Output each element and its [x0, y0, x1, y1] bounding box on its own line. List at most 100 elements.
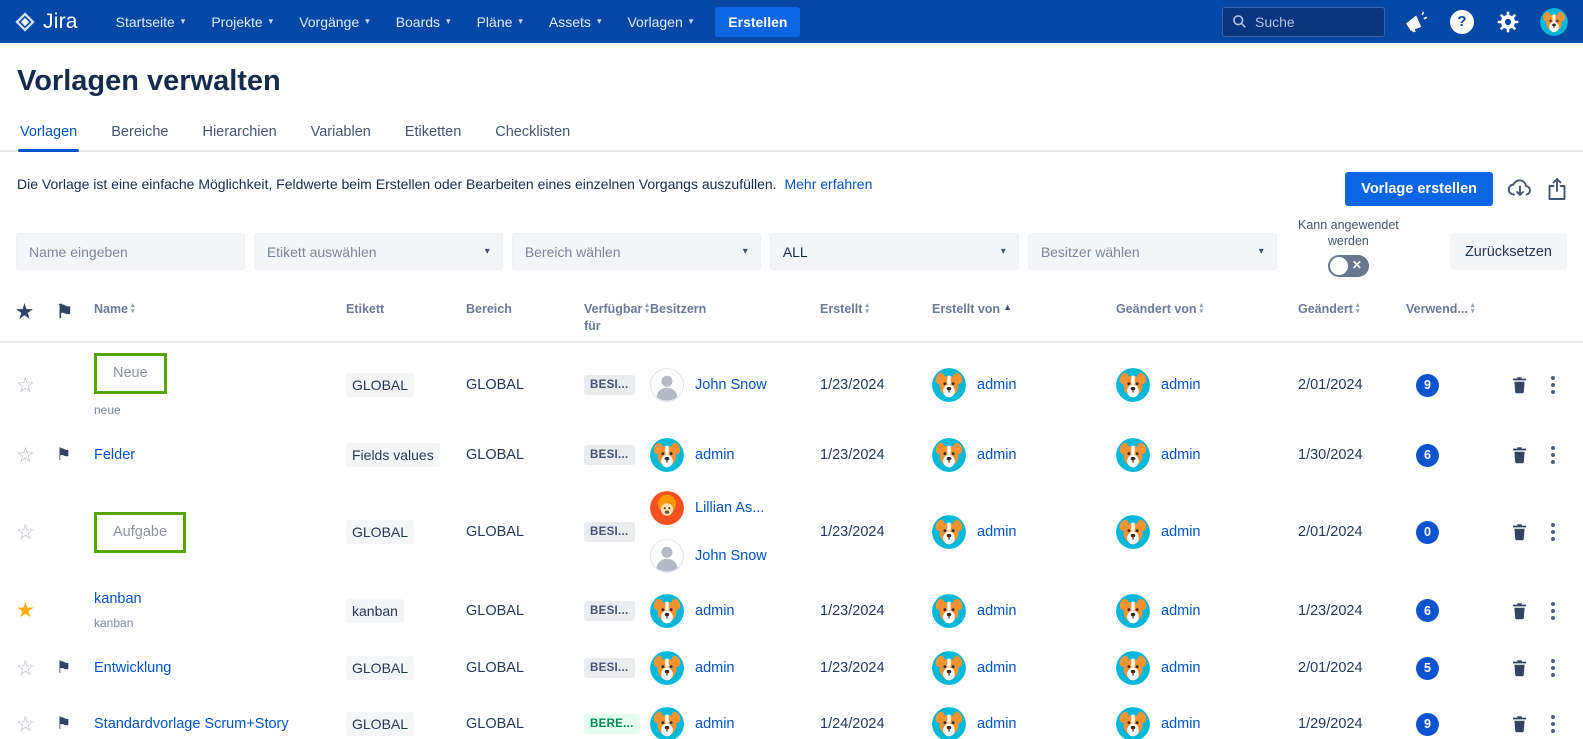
status-filter-select[interactable]: ALL ▾ — [769, 233, 1019, 271]
delete-button[interactable] — [1494, 523, 1544, 541]
name-filter-input[interactable] — [29, 243, 232, 260]
owner-link[interactable]: admin — [695, 716, 735, 733]
modified-by-link[interactable]: admin — [1161, 716, 1201, 733]
usage-count-badge[interactable]: 9 — [1416, 712, 1439, 736]
row-menu-button[interactable] — [1544, 376, 1562, 395]
row-menu-button[interactable] — [1544, 715, 1562, 734]
row-menu-button[interactable] — [1544, 523, 1562, 542]
global-search[interactable] — [1222, 6, 1385, 37]
modified-by-link[interactable]: admin — [1161, 602, 1201, 619]
search-input[interactable] — [1255, 13, 1365, 30]
row-menu-button[interactable] — [1544, 659, 1562, 678]
tab-checklisten[interactable]: Checklisten — [495, 124, 571, 140]
created-by-link[interactable]: admin — [977, 447, 1017, 464]
reset-filters-button[interactable]: Zurücksetzen — [1449, 233, 1567, 271]
created-by-link[interactable]: admin — [977, 602, 1017, 619]
created-by-link[interactable]: admin — [977, 716, 1017, 733]
star-toggle[interactable]: ☆ — [16, 373, 35, 397]
template-name-link[interactable]: Felder — [94, 447, 136, 464]
page-title: Vorlagen verwalten — [17, 65, 281, 97]
column-header-gendert[interactable]: Geändert ▴ ▾ — [1298, 301, 1406, 317]
area-value: GLOBAL — [466, 716, 525, 733]
template-name-link[interactable]: Standardvorlage Scrum+Story — [94, 716, 289, 733]
column-header-verwend[interactable]: Verwend... ▴ ▾ — [1406, 301, 1494, 317]
column-header-erstellt[interactable]: Erstellt ▴ ▾ — [820, 301, 932, 317]
tab-vorlagen[interactable]: Vorlagen — [18, 118, 80, 152]
owner-link[interactable]: John Snow — [695, 377, 767, 394]
owner-link[interactable]: admin — [695, 660, 735, 677]
created-by-link[interactable]: admin — [977, 377, 1017, 394]
template-name-link[interactable]: kanban — [94, 591, 142, 608]
owner-link[interactable]: admin — [695, 447, 735, 464]
row-menu-button[interactable] — [1544, 446, 1562, 465]
navbar-create-button[interactable]: Erstellen — [715, 6, 801, 37]
menu-item-vorlagen[interactable]: Vorlagen ▾ — [617, 8, 703, 36]
highlight-annotation-box: Aufgabe — [94, 511, 187, 553]
share-export-icon — [1547, 177, 1567, 201]
settings-button[interactable] — [1493, 7, 1523, 37]
flag-icon: ⚑ — [56, 445, 72, 465]
delete-button[interactable] — [1494, 376, 1544, 394]
star-toggle[interactable]: ☆ — [16, 712, 35, 736]
delete-button[interactable] — [1494, 659, 1544, 677]
usage-count-badge[interactable]: 6 — [1416, 599, 1439, 623]
usage-count-badge[interactable]: 5 — [1416, 656, 1439, 680]
menu-item-startseite[interactable]: Startseite ▾ — [106, 8, 196, 36]
tab-variablen[interactable]: Variablen — [310, 124, 371, 140]
template-name-link[interactable]: Entwicklung — [94, 660, 172, 677]
owner-filter-select[interactable]: Besitzer wählen ▾ — [1027, 233, 1277, 271]
modified-by-link[interactable]: admin — [1161, 377, 1201, 394]
star-toggle[interactable]: ☆ — [16, 520, 35, 544]
delete-button[interactable] — [1494, 602, 1544, 620]
name-filter — [16, 233, 245, 271]
tab-etiketten[interactable]: Etiketten — [404, 124, 462, 140]
owner-link[interactable]: admin — [695, 602, 735, 619]
column-header-gendertvon[interactable]: Geändert von ▴ ▾ — [1116, 301, 1298, 317]
owner-link[interactable]: John Snow — [695, 548, 767, 565]
star-toggle[interactable]: ★ — [16, 599, 35, 623]
jira-logo[interactable]: Jira — [14, 10, 78, 34]
usage-count-badge[interactable]: 0 — [1416, 520, 1439, 544]
usage-count-badge[interactable]: 9 — [1416, 373, 1439, 397]
modified-by-link[interactable]: admin — [1161, 524, 1201, 541]
star-toggle[interactable]: ☆ — [16, 443, 35, 467]
area-filter-select[interactable]: Bereich wählen ▾ — [511, 233, 761, 271]
modified-by-link[interactable]: admin — [1161, 447, 1201, 464]
jira-logo-icon — [14, 11, 36, 33]
template-name-link[interactable]: Aufgabe — [113, 523, 168, 540]
export-button[interactable] — [1547, 177, 1567, 201]
menu-item-assets[interactable]: Assets ▾ — [539, 8, 612, 36]
star-toggle[interactable]: ☆ — [16, 656, 35, 680]
column-header-erstelltvon[interactable]: Erstellt von ▲ — [932, 301, 1116, 317]
column-header-name[interactable]: Name ▴ ▾ — [94, 301, 346, 317]
tab-bereiche[interactable]: Bereiche — [111, 124, 169, 140]
column-header-etikett[interactable]: Etikett — [346, 301, 466, 317]
column-header-besitzern[interactable]: Besitzern — [650, 301, 820, 317]
tab-hierarchien[interactable]: Hierarchien — [202, 124, 277, 140]
row-menu-button[interactable] — [1544, 601, 1562, 620]
template-name-link[interactable]: Neue — [113, 365, 148, 382]
column-header-bereich[interactable]: Bereich — [466, 301, 584, 317]
menu-item-projekte[interactable]: Projekte ▾ — [201, 8, 283, 36]
import-button[interactable] — [1507, 178, 1533, 200]
menu-item-plne[interactable]: Pläne ▾ — [467, 8, 533, 36]
profile-button[interactable] — [1539, 7, 1569, 37]
help-button[interactable]: ? — [1447, 7, 1477, 37]
created-by-link[interactable]: admin — [977, 660, 1017, 677]
menu-item-boards[interactable]: Boards ▾ — [386, 8, 461, 36]
column-header-verfgbarfr[interactable]: Verfügbar für ▴ ▾ — [584, 301, 650, 334]
menu-item-vorgnge[interactable]: Vorgänge ▾ — [289, 8, 379, 36]
page-description: Die Vorlage ist eine einfache Möglichkei… — [17, 176, 872, 192]
created-by-link[interactable]: admin — [977, 524, 1017, 541]
applicable-toggle[interactable]: ✕ — [1327, 255, 1369, 278]
delete-button[interactable] — [1494, 715, 1544, 733]
create-template-button[interactable]: Vorlage erstellen — [1345, 172, 1493, 206]
delete-button[interactable] — [1494, 446, 1544, 464]
usage-count-badge[interactable]: 6 — [1416, 443, 1439, 467]
dog-avatar — [650, 651, 684, 686]
owner-link[interactable]: Lillian As... — [695, 500, 765, 517]
learn-more-link[interactable]: Mehr erfahren — [784, 176, 873, 192]
modified-by-link[interactable]: admin — [1161, 660, 1201, 677]
announcements-button[interactable] — [1401, 7, 1431, 37]
label-filter-select[interactable]: Etikett auswählen ▾ — [253, 233, 503, 271]
